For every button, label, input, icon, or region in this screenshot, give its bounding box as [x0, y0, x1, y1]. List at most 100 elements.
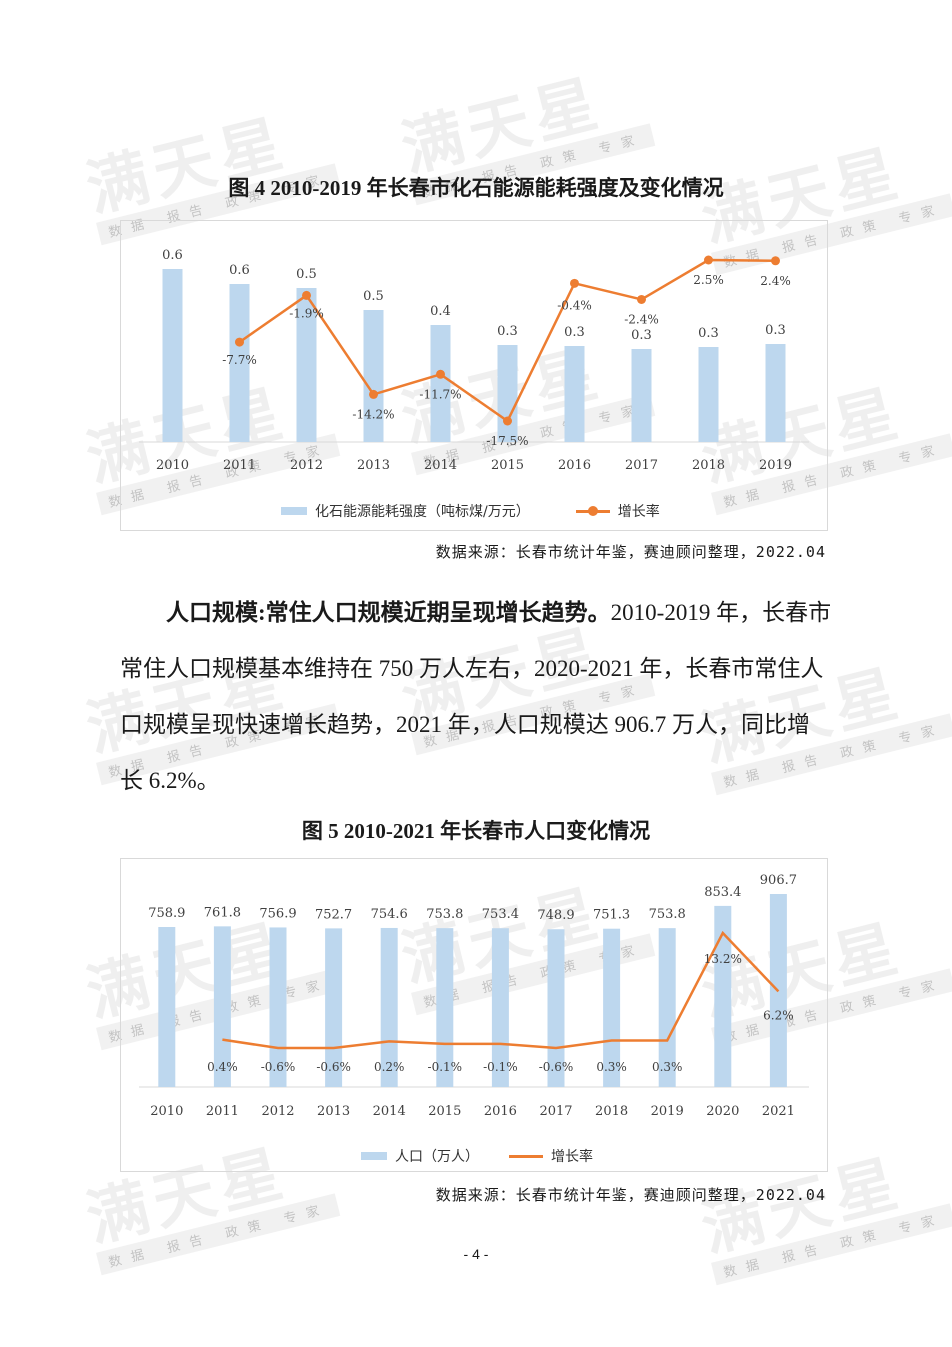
bar	[158, 927, 176, 1087]
svg-text:13.2%: 13.2%	[704, 952, 742, 966]
svg-text:2020: 2020	[706, 1104, 739, 1119]
svg-text:0.4: 0.4	[430, 304, 451, 319]
figure5-chart: 758.9 2010 761.8 2011 756.9 2012 752.7 2013 754.…	[120, 858, 828, 1172]
svg-text:0.3: 0.3	[497, 324, 518, 339]
bar	[714, 905, 732, 1087]
bar	[698, 347, 719, 442]
svg-text:0.6: 0.6	[229, 263, 250, 278]
bar	[213, 926, 231, 1087]
svg-text:0.5: 0.5	[296, 267, 317, 282]
line-legend-swatch	[575, 505, 610, 516]
svg-text:2.4%: 2.4%	[760, 274, 791, 288]
bar	[564, 346, 585, 442]
svg-text:2014: 2014	[373, 1104, 406, 1119]
svg-text:2.5%: 2.5%	[693, 273, 724, 287]
svg-text:2016: 2016	[558, 458, 591, 473]
body-paragraph: 人口规模:常住人口规模近期呈现增长趋势。2010-2019 年，长春市常住人口规…	[120, 585, 832, 809]
svg-text:2017: 2017	[539, 1104, 572, 1119]
svg-text:2010: 2010	[156, 458, 189, 473]
svg-text:0.3%: 0.3%	[596, 1060, 627, 1074]
figure5-legend: 人口（万人） 增长率	[361, 1146, 593, 1166]
legend-bar-label: 化石能源能耗强度（吨标煤/万元）	[315, 504, 530, 520]
figure4-title: 图 4 2010-2019 年长春市化石能源能耗强度及变化情况	[228, 176, 724, 200]
svg-text:753.8: 753.8	[649, 907, 686, 922]
figure5-title: 图 5 2010-2021 年长春市人口变化情况	[301, 819, 651, 843]
svg-text:751.3: 751.3	[593, 908, 630, 923]
svg-text:2018: 2018	[692, 458, 725, 473]
svg-text:2013: 2013	[357, 458, 390, 473]
svg-text:2017: 2017	[625, 458, 658, 473]
bar	[603, 928, 621, 1087]
svg-text:2011: 2011	[223, 458, 256, 473]
svg-text:0.5: 0.5	[363, 289, 384, 304]
bar	[162, 269, 183, 442]
svg-text:-17.5%: -17.5%	[486, 434, 528, 448]
svg-text:0.4%: 0.4%	[207, 1060, 238, 1074]
svg-text:0.3: 0.3	[765, 323, 786, 338]
bar	[631, 349, 652, 442]
legend-line-label: 增长率	[617, 504, 660, 520]
page-number: - 4 -	[463, 1246, 489, 1262]
svg-text:2011: 2011	[206, 1104, 239, 1119]
svg-text:2010: 2010	[150, 1104, 183, 1119]
svg-text:-0.1%: -0.1%	[483, 1060, 518, 1074]
svg-text:0.3: 0.3	[564, 325, 585, 340]
svg-text:2019: 2019	[651, 1104, 684, 1119]
svg-text:2021: 2021	[762, 1104, 795, 1119]
figure4-source: 数据来源：长春市统计年鉴，赛迪顾问整理，2022.04	[435, 543, 826, 561]
paragraph-lead: 人口规模:常住人口规模近期呈现增长趋势。	[166, 600, 611, 625]
svg-text:754.6: 754.6	[371, 907, 408, 922]
bar	[765, 344, 786, 442]
svg-text:-1.9%: -1.9%	[289, 306, 324, 320]
svg-text:758.9: 758.9	[148, 906, 185, 921]
svg-text:906.7: 906.7	[760, 873, 797, 888]
svg-text:-0.6%: -0.6%	[316, 1060, 351, 1074]
svg-text:753.8: 753.8	[426, 907, 463, 922]
svg-text:2012: 2012	[261, 1104, 294, 1119]
figure4-chart: 0.6 2010 0.6 2011 0.5 2012 0.5 2013 0.4 2014 0.3 20…	[120, 220, 828, 531]
svg-text:2013: 2013	[317, 1104, 350, 1119]
bar	[658, 928, 676, 1087]
bar	[430, 325, 451, 442]
svg-text:2019: 2019	[759, 458, 792, 473]
svg-text:752.7: 752.7	[315, 907, 352, 922]
bar-legend-swatch	[361, 1152, 387, 1160]
bar	[491, 928, 509, 1087]
svg-text:-0.4%: -0.4%	[557, 298, 592, 312]
svg-text:761.8: 761.8	[204, 905, 241, 920]
bar	[363, 310, 384, 442]
line-legend-swatch	[509, 1154, 543, 1158]
svg-text:2014: 2014	[424, 458, 457, 473]
svg-text:-0.1%: -0.1%	[428, 1060, 463, 1074]
svg-text:0.3: 0.3	[631, 328, 652, 343]
figure4-legend: 化石能源能耗强度（吨标煤/万元） 增长率	[281, 501, 660, 521]
svg-text:0.6: 0.6	[162, 248, 183, 263]
svg-text:-2.4%: -2.4%	[624, 312, 659, 326]
bar	[497, 345, 518, 442]
svg-text:0.3%: 0.3%	[652, 1060, 683, 1074]
svg-text:2018: 2018	[595, 1104, 628, 1119]
svg-text:0.3: 0.3	[698, 326, 719, 341]
svg-text:6.2%: 6.2%	[763, 1008, 794, 1022]
svg-text:-7.7%: -7.7%	[222, 353, 257, 367]
svg-text:853.4: 853.4	[704, 885, 741, 900]
svg-text:2015: 2015	[428, 1104, 461, 1119]
svg-text:2016: 2016	[484, 1104, 517, 1119]
svg-text:2015: 2015	[491, 458, 524, 473]
svg-text:-14.2%: -14.2%	[352, 407, 394, 421]
legend-bar-label: 人口（万人）	[395, 1149, 479, 1165]
bar	[436, 928, 454, 1087]
svg-text:748.9: 748.9	[537, 908, 574, 923]
figure4-plot: 0.6 2010 0.6 2011 0.5 2012 0.5 2013 0.4 2014 0.3 20…	[139, 248, 809, 473]
svg-text:756.9: 756.9	[259, 906, 296, 921]
svg-text:-11.7%: -11.7%	[419, 387, 461, 401]
bar-legend-swatch	[281, 507, 307, 515]
bar	[380, 927, 398, 1087]
svg-text:2012: 2012	[290, 458, 323, 473]
paragraph-text: 2010-2019 年，长春市常住人口规模基本维持在 750 万人左右，2020…	[120, 600, 832, 793]
svg-text:753.4: 753.4	[482, 907, 519, 922]
svg-text:-0.6%: -0.6%	[539, 1060, 574, 1074]
legend-line-label: 增长率	[551, 1149, 593, 1165]
bar	[229, 284, 250, 442]
figure5-plot: 758.9 2010 761.8 2011 756.9 2012 752.7 2013 754.…	[139, 873, 809, 1119]
